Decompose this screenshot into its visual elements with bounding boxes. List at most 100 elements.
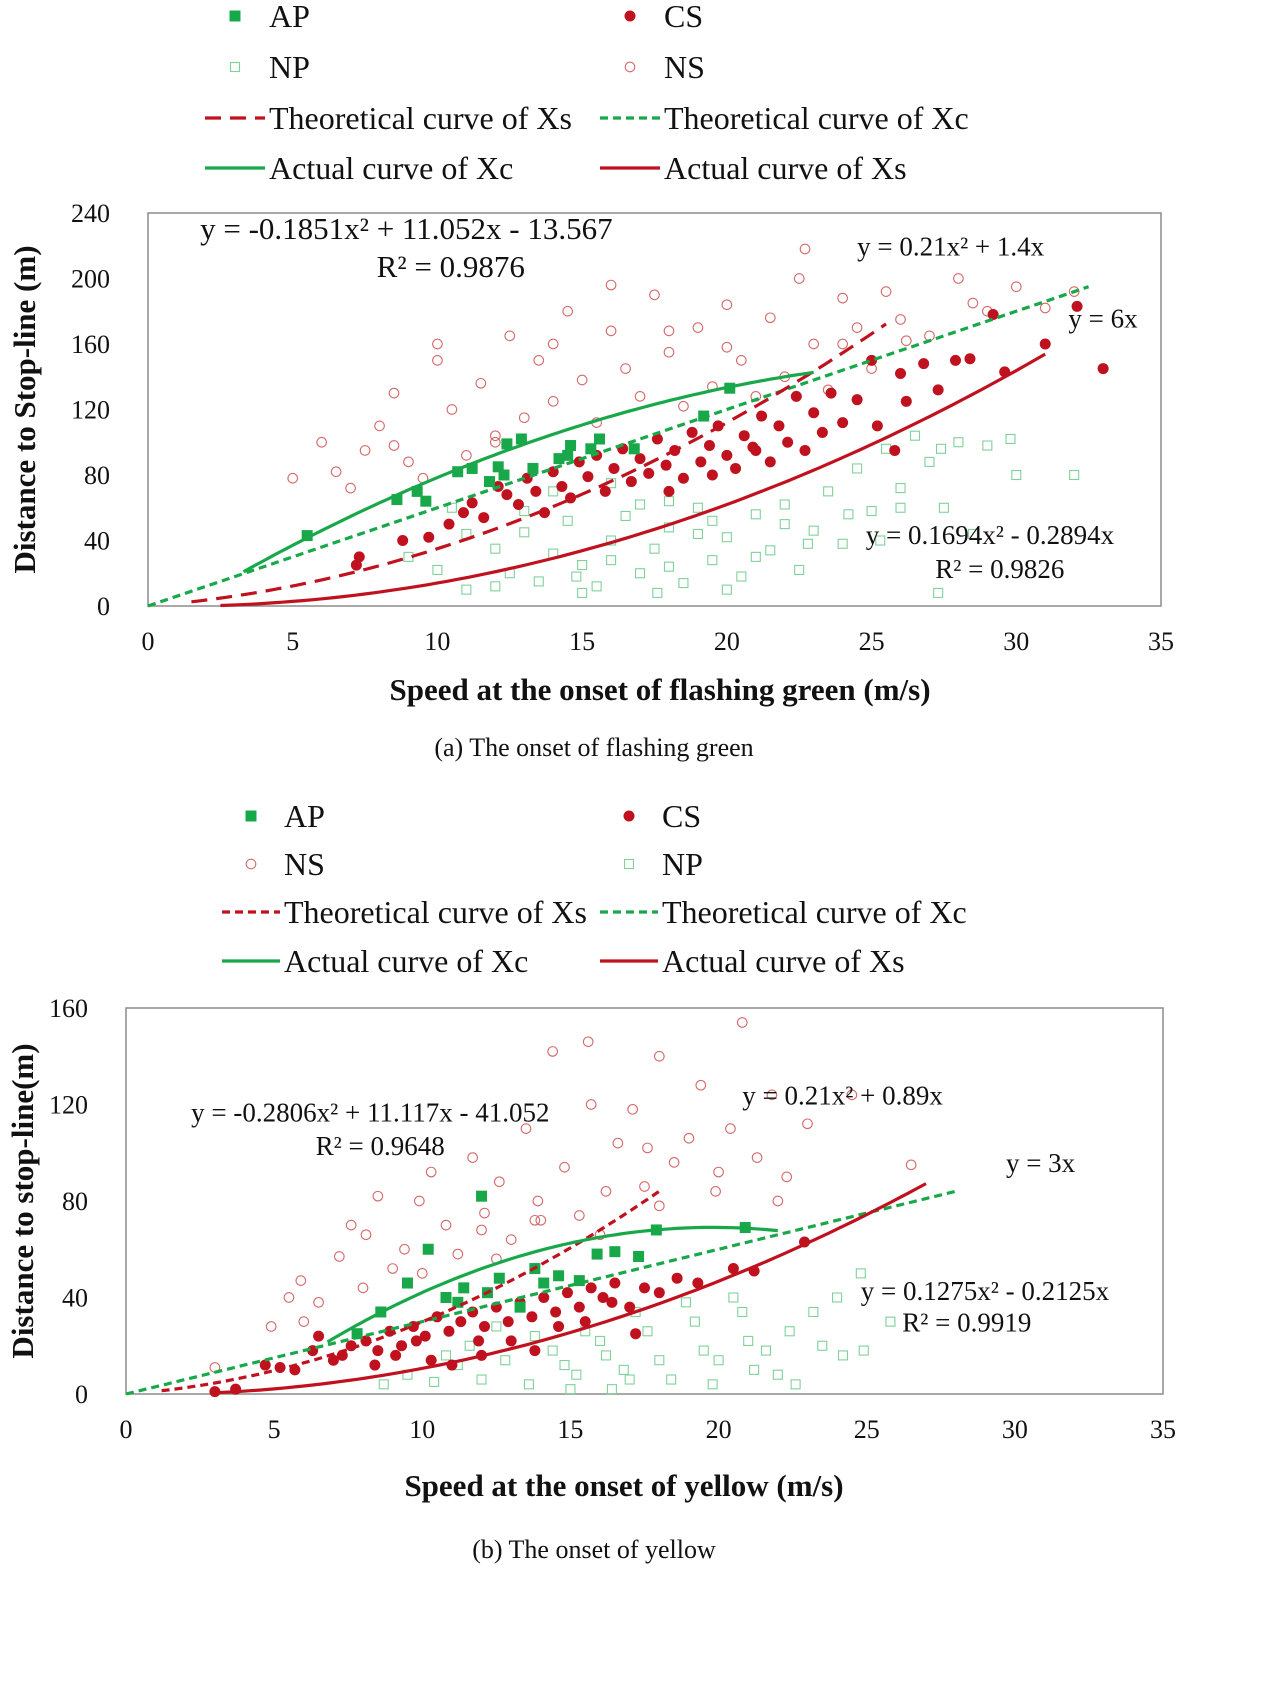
point-ns	[345, 1219, 357, 1231]
point-ns	[573, 1210, 585, 1221]
point-cs	[396, 1340, 408, 1352]
point-np	[1005, 433, 1016, 445]
point-cs	[634, 453, 646, 465]
point-ns	[953, 273, 964, 284]
point-ns	[360, 1229, 372, 1241]
point-cs	[550, 1306, 562, 1318]
point-ns	[668, 1157, 680, 1168]
figure-caption: (b) The onset of yellow	[472, 1535, 716, 1564]
x-tick-label: 25	[854, 1415, 880, 1444]
point-ns	[520, 1123, 532, 1134]
point-np	[855, 1268, 866, 1279]
point-ap	[484, 476, 496, 488]
chart-a: 0 5 10 15 20 25 30 35 0 40 80 120 160 200 240 Speed at …	[7, 0, 1174, 762]
legend-label: CS	[662, 798, 701, 834]
point-ns	[851, 322, 863, 333]
point-np	[634, 499, 646, 510]
point-ns	[316, 436, 328, 448]
point-np	[565, 1384, 576, 1395]
point-ns	[295, 1275, 307, 1286]
point-ap	[633, 1250, 645, 1262]
point-np	[595, 1335, 606, 1346]
point-ns	[518, 412, 530, 424]
point-np	[654, 1355, 665, 1366]
legend-item-np: NP	[229, 49, 310, 85]
point-np	[875, 535, 886, 546]
legend-label: Actual curve of Xs	[662, 943, 905, 979]
point-ns	[505, 1234, 517, 1245]
legend-label: NP	[662, 846, 703, 882]
point-ap	[492, 461, 504, 473]
point-np	[680, 1297, 692, 1308]
point-ap	[466, 462, 478, 474]
point-cs	[686, 426, 698, 438]
chart-b: 0 5 10 15 20 25 30 35 0 40 80 120 160 Speed at the on…	[5, 798, 1176, 1564]
point-cs	[825, 387, 837, 399]
point-ns	[802, 1118, 813, 1130]
series-np	[403, 430, 1080, 598]
point-cs	[764, 456, 776, 468]
point-ns	[413, 1195, 425, 1207]
point-cs	[529, 1345, 541, 1357]
point-np	[689, 1316, 700, 1327]
point-ap	[527, 462, 539, 474]
point-ap	[391, 494, 403, 506]
point-np	[652, 587, 663, 598]
series-cs	[350, 300, 1109, 571]
point-ap	[514, 1301, 526, 1313]
point-np	[606, 555, 617, 566]
y-tick-label: 200	[71, 265, 110, 294]
point-cs	[625, 476, 637, 488]
point-np	[429, 1376, 440, 1387]
legend-label: AP	[269, 0, 310, 34]
point-ns	[440, 1219, 452, 1231]
point-ns	[559, 1161, 570, 1173]
point-np	[713, 1355, 724, 1366]
equation-label: y = 0.1694x² - 0.2894x	[866, 520, 1115, 550]
legend-item-act-xs: Actual curve of Xs	[600, 150, 907, 186]
point-ns	[461, 450, 472, 461]
point-cs	[643, 467, 655, 479]
equation-label: R² = 0.9876	[377, 249, 525, 284]
point-np	[802, 538, 813, 549]
point-np	[749, 1364, 760, 1375]
point-np	[924, 456, 935, 467]
curve-act-xc	[326, 1225, 778, 1344]
point-ap	[440, 1292, 452, 1303]
point-ns	[432, 355, 443, 366]
point-ap	[498, 469, 510, 481]
point-np	[935, 443, 947, 454]
point-ns	[639, 1181, 650, 1192]
point-ap	[420, 495, 432, 507]
point-np	[953, 437, 964, 448]
point-np	[837, 538, 848, 549]
point-cs	[706, 469, 718, 481]
y-tick-label: 80	[62, 1187, 88, 1216]
point-np	[649, 543, 660, 554]
point-ns	[620, 363, 631, 374]
point-np	[784, 1326, 795, 1337]
y-tick-label: 0	[97, 592, 110, 621]
legend-label: Actual curve of Xc	[269, 150, 513, 186]
point-cs	[599, 485, 611, 497]
point-np	[378, 1379, 389, 1390]
y-tick-label: 40	[84, 527, 110, 556]
point-ap	[458, 1282, 470, 1294]
point-np	[642, 1326, 653, 1337]
point-cs	[502, 1316, 514, 1328]
point-ns	[663, 325, 675, 337]
point-cs	[703, 440, 715, 452]
x-tick-label: 35	[1148, 627, 1174, 656]
point-np	[663, 496, 675, 507]
point-np	[933, 587, 944, 598]
point-ns	[403, 456, 414, 468]
point-ns	[582, 1036, 594, 1048]
point-cs	[1071, 300, 1083, 312]
point-ns	[751, 1152, 763, 1163]
point-ns	[837, 338, 848, 350]
point-ns	[735, 355, 747, 366]
equation-label: y = -0.2806x² + 11.117x - 41.052	[191, 1097, 549, 1127]
point-ns	[967, 297, 979, 309]
point-cs	[837, 417, 849, 429]
point-cs	[606, 1296, 618, 1308]
